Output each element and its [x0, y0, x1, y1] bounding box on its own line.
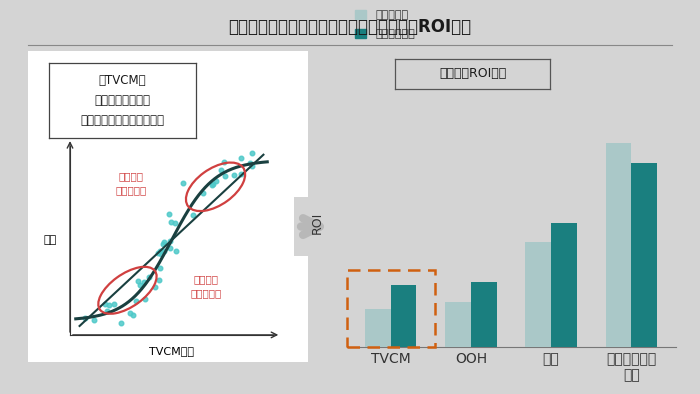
Point — [80, 314, 91, 321]
Point — [207, 181, 218, 187]
Point — [159, 248, 170, 254]
Point — [158, 241, 169, 247]
Point — [134, 282, 146, 288]
Bar — [391, 284, 416, 347]
Point — [89, 317, 100, 323]
Bar — [365, 310, 391, 347]
Point — [99, 301, 111, 307]
Text: 過大評価
されていた: 過大評価 されていた — [190, 274, 222, 298]
Point — [155, 248, 166, 254]
Point — [133, 278, 144, 284]
Point — [197, 190, 209, 196]
Bar — [631, 163, 657, 347]
Text: 従来の分析／新機能の分析による各施策のROI評価: 従来の分析／新機能の分析による各施策のROI評価 — [228, 18, 472, 36]
Point — [140, 296, 151, 302]
Point — [155, 251, 166, 258]
Point — [169, 220, 181, 226]
Point — [127, 312, 139, 319]
Point — [155, 265, 166, 271]
Bar — [471, 282, 496, 347]
Point — [219, 173, 230, 179]
Point — [170, 248, 181, 255]
Point — [158, 238, 169, 245]
Point — [130, 298, 141, 305]
Point — [153, 250, 164, 256]
Point — [104, 302, 115, 309]
Text: 過小評価
されていた: 過小評価 されていた — [116, 172, 146, 195]
Point — [116, 320, 127, 326]
Point — [218, 159, 230, 165]
Point — [211, 178, 222, 184]
Point — [216, 167, 227, 173]
Point — [124, 309, 135, 316]
Point — [188, 212, 199, 218]
Point — [246, 162, 257, 169]
Point — [149, 284, 160, 290]
Bar — [526, 242, 551, 347]
Point — [235, 171, 246, 177]
Point — [236, 155, 247, 162]
Point — [244, 160, 256, 166]
Point — [177, 180, 188, 186]
Text: ROI: ROI — [310, 212, 323, 234]
Point — [246, 150, 258, 156]
Point — [144, 273, 155, 280]
Bar — [551, 223, 577, 347]
Point — [164, 211, 175, 217]
Point — [108, 300, 119, 307]
Point — [102, 307, 113, 314]
Point — [165, 218, 176, 225]
Text: 成果: 成果 — [43, 235, 56, 245]
Point — [164, 245, 175, 251]
Legend: 従来の分析, 新機能の分析: 従来の分析, 新機能の分析 — [356, 10, 415, 39]
Point — [138, 279, 149, 285]
Point — [228, 172, 239, 178]
Bar — [606, 143, 631, 347]
Point — [164, 238, 176, 244]
Text: 各施策別ROI評価: 各施策別ROI評価 — [439, 67, 506, 80]
Point — [206, 182, 218, 188]
Bar — [346, 270, 435, 347]
Point — [153, 277, 164, 283]
Bar — [445, 302, 471, 347]
Text: 【TVCM】
非線形分析による
投下量に応じた効果の変化: 【TVCM】 非線形分析による 投下量に応じた効果の変化 — [80, 74, 164, 127]
Text: TVCM出稿: TVCM出稿 — [149, 346, 194, 356]
